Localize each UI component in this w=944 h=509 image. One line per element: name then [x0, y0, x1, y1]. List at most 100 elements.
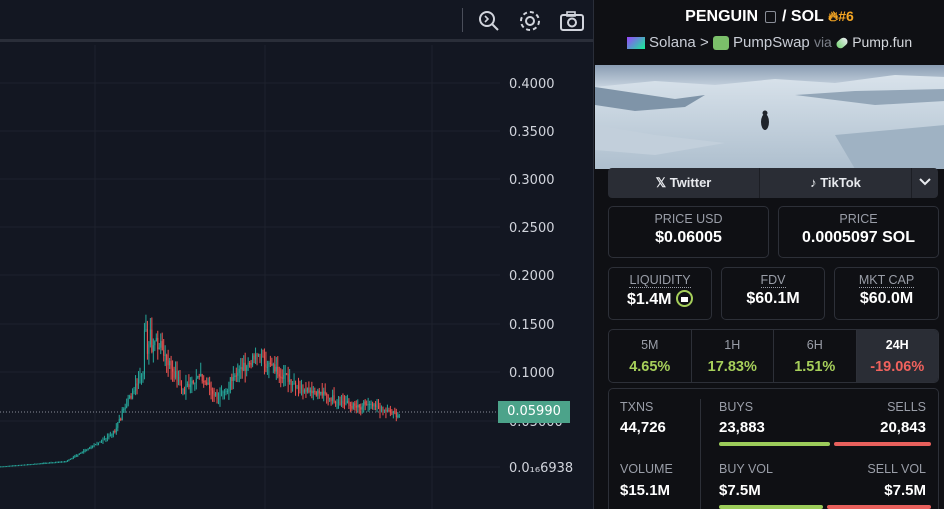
candle-body [129, 396, 131, 398]
copy-icon[interactable] [764, 10, 776, 23]
candle-body [218, 398, 220, 400]
tiktok-button[interactable]: ♪ TikTok [760, 168, 912, 198]
candle-body [93, 445, 95, 447]
candle-body [378, 406, 380, 409]
indicators-icon[interactable] [476, 8, 502, 34]
candle-body [259, 355, 261, 362]
candle-body [133, 390, 135, 392]
candle-body [34, 463, 36, 465]
candle-body [43, 463, 45, 465]
candle-body [46, 462, 48, 464]
candle-body [114, 430, 116, 433]
candle-body [99, 441, 101, 443]
candle-body [333, 395, 335, 403]
chevron-down-icon[interactable] [912, 168, 938, 198]
candle-body [226, 390, 228, 392]
candle-body [1, 466, 3, 468]
mktcap-label: MKT CAP [858, 273, 915, 288]
solana-logo-icon [626, 37, 645, 50]
candle-body [305, 389, 307, 392]
chain-name[interactable]: Solana [649, 34, 696, 51]
candle-body [10, 465, 12, 467]
candle-body [186, 383, 188, 385]
candle-body [255, 354, 257, 360]
candle-body [222, 392, 224, 394]
candle-body [326, 393, 328, 395]
candle-body [292, 383, 294, 385]
candle-body [375, 404, 377, 407]
candle-body [149, 329, 151, 345]
y-axis-label: 0.1500 [509, 318, 555, 333]
candle-body [182, 388, 184, 391]
price-usd-value: $0.06005 [655, 229, 722, 246]
candle-body [117, 422, 119, 428]
candle-body [367, 403, 369, 405]
tab-1h[interactable]: 1H 17.83% [692, 330, 774, 382]
candle-body [81, 452, 83, 454]
candle-body [339, 402, 341, 405]
candle-body [293, 382, 295, 384]
fdv-value: $60.1M [746, 290, 800, 307]
candle-body [28, 464, 30, 466]
candle-body [338, 402, 340, 404]
candle-body [123, 409, 125, 411]
toolbar-divider [462, 8, 463, 32]
candle-body [4, 466, 6, 468]
candle-body [15, 465, 17, 467]
socials-bar: 𝕏 Twitter ♪ TikTok [608, 168, 938, 198]
candle-body [398, 415, 400, 417]
candle-body [357, 405, 359, 408]
candle-body [343, 402, 345, 404]
pumpswap-logo-icon [712, 36, 729, 51]
candle-body [92, 445, 94, 447]
price-chart[interactable]: 0.4000 0.3500 0.3000 0.2500 0.2000 0.1500 0.10… [0, 45, 593, 509]
candle-body [60, 461, 62, 463]
candle-body [340, 401, 342, 405]
candle-body [283, 374, 285, 379]
candle-body [349, 404, 351, 406]
candle-body [272, 364, 274, 366]
candle-body [155, 337, 157, 342]
tab-6h[interactable]: 6H 1.51% [774, 330, 857, 382]
candle-body [247, 362, 249, 367]
candle-body [111, 434, 113, 436]
candle-body [63, 461, 65, 463]
candle-body [142, 374, 144, 376]
candle-body [7, 465, 9, 467]
candle-body [55, 462, 57, 464]
twitter-button[interactable]: 𝕏 Twitter [608, 168, 760, 198]
candle-body [317, 390, 319, 396]
chevron-right-icon: > [699, 34, 713, 51]
y-axis-label: 0.3500 [509, 125, 555, 140]
mktcap-value: $60.0M [859, 290, 914, 307]
candle-body [194, 382, 196, 384]
candle-body [191, 380, 193, 385]
launchpad-name[interactable]: Pump.fun [852, 34, 913, 50]
candle-body [40, 463, 42, 465]
camera-icon[interactable] [559, 8, 585, 34]
tab-24h[interactable]: 24H -19.06% [856, 330, 938, 382]
chart-pane[interactable]: 0.4000 0.3500 0.3000 0.2500 0.2000 0.1500 0.10… [0, 0, 593, 509]
candle-body [262, 356, 264, 358]
settings-icon[interactable] [517, 8, 543, 34]
price-usd-label: PRICE USD [654, 212, 723, 226]
candle-body [243, 362, 245, 371]
candle-body [329, 398, 331, 400]
tab-5m[interactable]: 5M 4.65% [609, 330, 692, 382]
liquidity-label: LIQUIDITY [629, 273, 691, 288]
candle-body [65, 461, 67, 463]
candle-body [220, 393, 222, 395]
dex-name[interactable]: PumpSwap [733, 34, 810, 51]
candle-body [138, 378, 140, 386]
candle-body [306, 387, 308, 392]
candle-body [234, 375, 236, 378]
candle-body [289, 379, 291, 382]
candle-body [173, 371, 175, 378]
pair-breadcrumb: Solana > PumpSwap via Pump.fun [594, 34, 944, 51]
candle-body [32, 463, 34, 465]
candle-body [315, 392, 317, 396]
candle-body [56, 462, 58, 464]
y-axis-label: 0.4000 [509, 77, 555, 92]
candle-body [271, 363, 273, 366]
